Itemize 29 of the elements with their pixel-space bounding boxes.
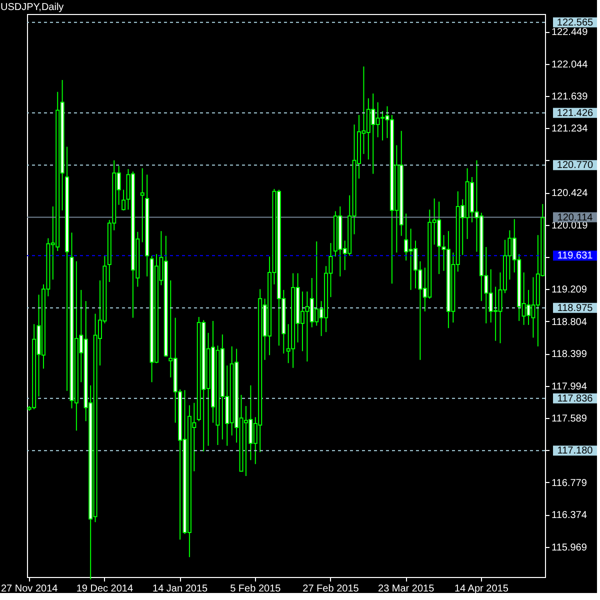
chart-title: USDJPY,Daily xyxy=(0,2,64,13)
y-tick-label: 117.994 xyxy=(552,381,588,392)
y-tick-label: 121.639 xyxy=(552,91,588,102)
ref-line-label: 118.975 xyxy=(557,302,594,314)
x-tick-label: 27 Nov 2014 xyxy=(0,584,58,594)
ref-line-label: 119.631 xyxy=(557,250,594,262)
candlestick xyxy=(140,168,144,243)
y-tick-label: 119.209 xyxy=(552,284,588,296)
ref-line-label: 120.114 xyxy=(557,212,594,224)
y-tick-label: 118.804 xyxy=(552,316,588,328)
x-tick-label: 14 Jan 2015 xyxy=(152,584,208,594)
y-tick-label: 120.424 xyxy=(552,188,588,200)
y-tick-label: 116.779 xyxy=(552,478,588,489)
x-tick-label: 27 Feb 2015 xyxy=(302,584,360,594)
x-tick-label: 23 Mar 2015 xyxy=(378,584,435,594)
ref-line-label: 117.836 xyxy=(557,393,594,404)
y-tick-label: 122.449 xyxy=(552,27,588,38)
x-tick-label: 5 Feb 2015 xyxy=(230,584,282,594)
y-tick-label: 115.969 xyxy=(552,542,588,554)
ref-line-label: 121.426 xyxy=(556,108,594,119)
y-tick-label: 121.234 xyxy=(552,124,588,135)
y-tick-label: 118.399 xyxy=(552,349,588,360)
y-tick-label: 117.589 xyxy=(552,414,588,425)
ref-line-label: 120.770 xyxy=(556,160,594,172)
y-tick-label: 116.374 xyxy=(552,510,588,522)
y-tick-label: 122.044 xyxy=(552,59,588,70)
ref-line-label: 122.565 xyxy=(556,17,594,28)
x-tick-label: 19 Dec 2014 xyxy=(76,584,134,594)
ref-line-label: 117.180 xyxy=(557,446,594,457)
